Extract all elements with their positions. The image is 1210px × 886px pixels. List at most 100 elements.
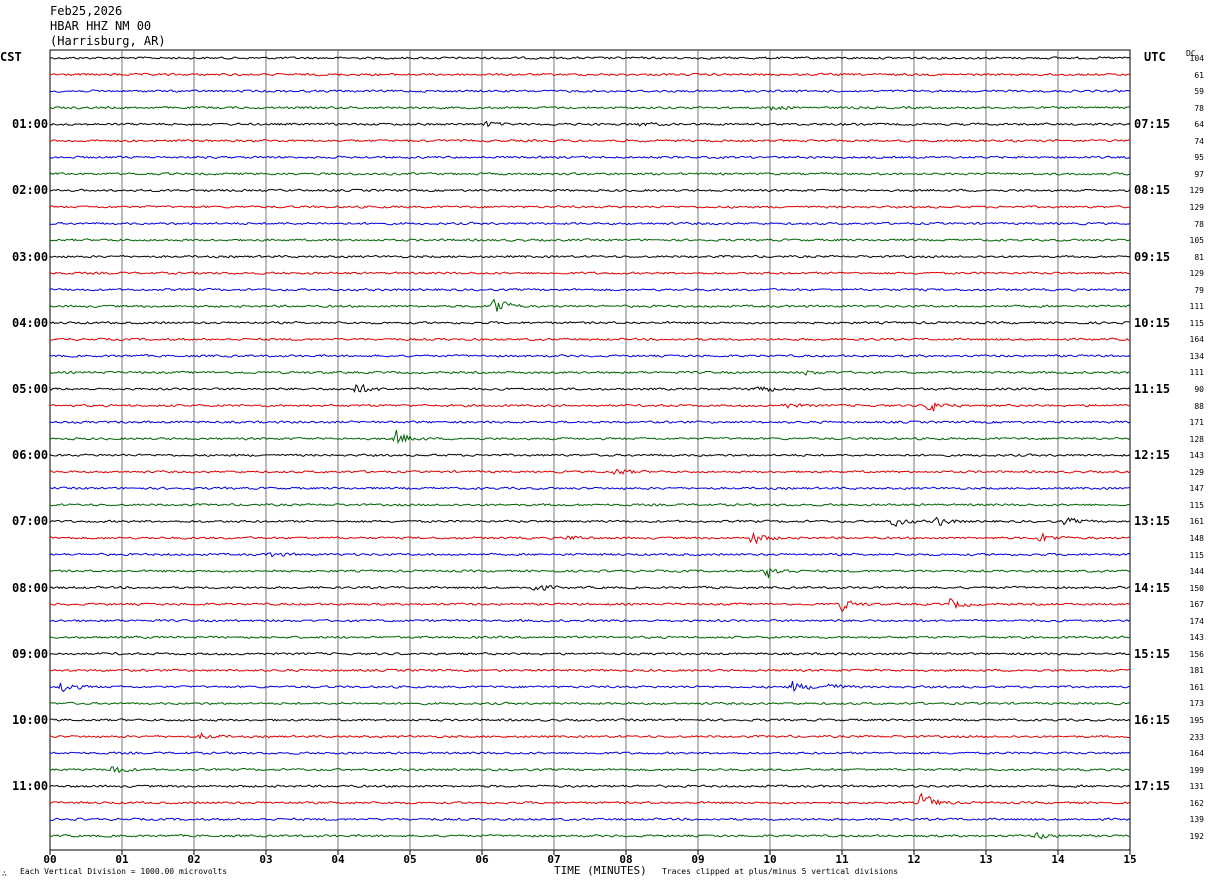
right-hour-label: 15:15 — [1134, 646, 1171, 661]
trace-row — [49, 105, 1131, 111]
dc-value: 162 — [1189, 798, 1204, 808]
trace-row — [49, 567, 1131, 579]
header-station: HBAR HHZ NM 00 — [50, 19, 152, 33]
dc-value: 78 — [1194, 103, 1204, 113]
trace-row — [49, 751, 1131, 755]
dc-value: 192 — [1189, 831, 1204, 841]
trace-row — [50, 597, 1131, 613]
trace-row — [49, 531, 1131, 545]
dc-value: 88 — [1194, 401, 1204, 411]
dc-value: 174 — [1189, 616, 1204, 626]
dc-value: 74 — [1194, 136, 1204, 146]
trace-row — [49, 516, 1131, 528]
trace-row — [49, 383, 1131, 393]
trace-row — [49, 618, 1131, 623]
dc-value: 129 — [1189, 269, 1204, 279]
dc-value: 161 — [1189, 682, 1204, 692]
dc-value: 64 — [1194, 120, 1204, 130]
dc-value: 78 — [1194, 219, 1204, 229]
dc-value: 161 — [1189, 517, 1204, 527]
dc-value: 90 — [1194, 385, 1204, 394]
trace-row — [49, 429, 1131, 444]
trace-row — [49, 468, 1131, 476]
x-tick-label: 07 — [547, 853, 560, 866]
dc-value: 233 — [1189, 732, 1204, 742]
right-hour-label: 16:15 — [1134, 713, 1171, 727]
x-tick-label: 04 — [331, 853, 345, 866]
left-hour-label: 02:00 — [12, 183, 49, 198]
x-tick-label: 05 — [403, 853, 416, 866]
footer-clip-note: Traces clipped at plus/minus 5 vertical … — [662, 867, 899, 876]
x-tick-label: 11 — [835, 853, 849, 866]
dc-value: 173 — [1189, 699, 1204, 709]
right-hour-label: 11:15 — [1134, 382, 1171, 396]
dc-value: 195 — [1189, 716, 1204, 725]
x-tick-label: 00 — [43, 853, 56, 866]
trace-row — [49, 354, 1131, 358]
dc-value: 171 — [1189, 418, 1204, 428]
trace-row — [49, 420, 1131, 424]
trace-row — [49, 503, 1131, 507]
x-axis-title: TIME (MINUTES) — [554, 864, 647, 877]
dc-value: 115 — [1189, 550, 1204, 560]
left-hour-label: 04:00 — [12, 315, 49, 330]
trace-row — [49, 370, 1131, 376]
trace-row — [49, 172, 1131, 176]
dc-value: 97 — [1194, 169, 1204, 179]
dc-value: 164 — [1189, 335, 1204, 345]
right-hour-label: 09:15 — [1134, 249, 1171, 264]
trace-row — [50, 817, 1131, 822]
trace-row — [49, 584, 1131, 591]
trace-row — [49, 155, 1131, 160]
left-hour-label: 08:00 — [12, 580, 49, 595]
trace-row — [49, 680, 1131, 693]
x-tick-label: 01 — [115, 853, 129, 866]
trace-row — [49, 139, 1131, 143]
x-tick-label: 15 — [1123, 853, 1136, 866]
dc-value: 167 — [1189, 600, 1204, 610]
trace-row — [49, 831, 1131, 840]
x-tick-label: 14 — [1051, 853, 1065, 866]
trace-row — [49, 652, 1131, 656]
dc-value: 115 — [1189, 318, 1204, 328]
right-hour-label: 12:15 — [1134, 448, 1171, 463]
dc-value: 128 — [1189, 434, 1204, 444]
right-hour-label: 07:15 — [1134, 117, 1171, 132]
dc-value: 181 — [1189, 666, 1204, 676]
dc-value: 104 — [1189, 54, 1204, 63]
trace-row — [49, 56, 1131, 60]
dc-value: 111 — [1189, 368, 1204, 378]
dc-value: 143 — [1189, 633, 1204, 643]
x-tick-label: 13 — [979, 853, 992, 866]
trace-row — [49, 321, 1131, 325]
trace-row — [49, 120, 1131, 128]
trace-row — [49, 401, 1131, 412]
trace-row — [49, 287, 1131, 292]
dc-value: 59 — [1194, 87, 1204, 97]
trace-row — [49, 453, 1131, 458]
right-hour-label: 10:15 — [1134, 315, 1171, 330]
x-tick-label: 12 — [907, 853, 920, 866]
trace-row — [49, 784, 1131, 788]
right-hour-label: 17:15 — [1134, 779, 1171, 794]
dc-value: 148 — [1189, 533, 1204, 543]
dc-value: 164 — [1189, 749, 1204, 759]
left-hour-label: 09:00 — [12, 646, 49, 661]
logo-icon: ∴ — [2, 869, 7, 878]
dc-value: 95 — [1194, 153, 1204, 163]
trace-row — [49, 271, 1131, 275]
dc-value: 143 — [1189, 451, 1204, 461]
dc-value: 61 — [1194, 70, 1204, 80]
trace-row — [49, 205, 1131, 209]
trace-row — [49, 221, 1131, 226]
header-location: (Harrisburg, AR) — [50, 34, 166, 48]
trace-row — [49, 238, 1131, 242]
left-hour-label: 01:00 — [12, 117, 49, 132]
trace-row — [49, 337, 1131, 342]
dc-value: 115 — [1189, 500, 1204, 510]
trace-row — [49, 254, 1131, 259]
trace-row — [49, 552, 1131, 558]
trace-row — [49, 668, 1131, 673]
plot-frame — [49, 49, 1131, 851]
